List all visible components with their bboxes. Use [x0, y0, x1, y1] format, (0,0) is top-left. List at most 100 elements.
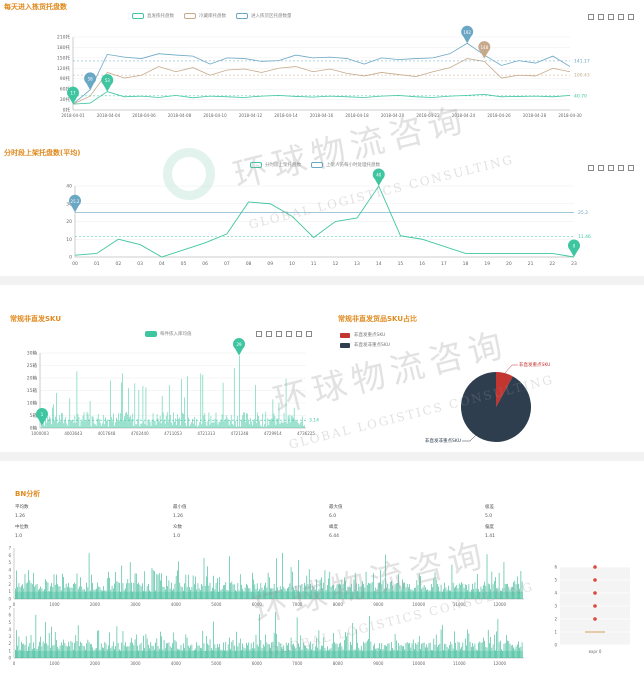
- bar: [91, 644, 92, 658]
- bar: [386, 646, 387, 658]
- bar: [78, 417, 80, 428]
- legend-item[interactable]: 分时段上架托盘数: [250, 162, 301, 168]
- bar: [53, 574, 55, 599]
- bar: [509, 643, 511, 658]
- bar: [112, 421, 113, 428]
- data-view-icon[interactable]: [276, 331, 282, 337]
- bar: [262, 589, 264, 599]
- x-tick-label: 07: [224, 261, 230, 267]
- x-tick-label: 1000: [49, 602, 60, 607]
- bar: [82, 645, 84, 658]
- bar: [360, 645, 362, 658]
- bar: [400, 589, 402, 599]
- x-tick-label: 12000: [493, 602, 506, 607]
- reset-icon[interactable]: [266, 331, 272, 337]
- bar-chart-icon[interactable]: [618, 165, 624, 171]
- bar: [189, 587, 190, 599]
- bar: [406, 583, 408, 599]
- x-tick-label: 8000: [333, 661, 344, 666]
- data-view-icon[interactable]: [608, 14, 614, 20]
- stat-label: 峰度: [329, 525, 338, 530]
- legend-item[interactable]: 进入拣货区托盘数量: [236, 13, 292, 19]
- bar: [265, 634, 266, 658]
- bar: [190, 424, 191, 428]
- bar: [202, 374, 204, 428]
- bar: [57, 584, 58, 599]
- download-icon[interactable]: [628, 165, 634, 171]
- reset-icon[interactable]: [598, 14, 604, 20]
- bar: [18, 636, 20, 658]
- bar: [169, 646, 171, 658]
- bar: [138, 582, 139, 599]
- bar: [98, 630, 100, 658]
- bar: [91, 416, 93, 428]
- bar: [181, 379, 182, 428]
- bar: [336, 643, 338, 658]
- zoom-icon[interactable]: [588, 14, 594, 20]
- bar: [143, 590, 144, 599]
- bar: [134, 573, 136, 599]
- legend-item[interactable]: 冷藏库托盘数: [184, 13, 226, 19]
- y-tick-label: 20箱: [27, 375, 38, 382]
- bar: [214, 418, 216, 428]
- bar: [135, 573, 137, 599]
- daily-pallets-panel: 每天进入拣货托盘数 直发拣托盘数 冷藏库托盘数 进入拣货区托盘数量 210托 18…: [0, 0, 644, 128]
- bar: [151, 419, 153, 428]
- bar: [370, 641, 372, 658]
- bar: [194, 584, 195, 599]
- y-tick-label: 180托: [57, 44, 71, 51]
- bar: [156, 413, 158, 428]
- legend-item[interactable]: 非直发重点SKU: [340, 332, 390, 338]
- bar: [58, 421, 59, 428]
- y-tick-label: 2: [554, 617, 557, 622]
- stat-label: 极差: [485, 505, 494, 510]
- x-tick-label: 0: [13, 602, 16, 607]
- reset-icon[interactable]: [598, 165, 604, 171]
- bar: [120, 591, 121, 599]
- bar: [520, 646, 522, 658]
- bar: [443, 589, 444, 599]
- data-view-icon[interactable]: [608, 165, 614, 171]
- download-icon[interactable]: [306, 331, 312, 337]
- bar: [301, 416, 303, 428]
- bar: [318, 630, 320, 658]
- bar: [431, 649, 432, 658]
- bar: [334, 590, 335, 599]
- bar: [28, 646, 29, 658]
- zoom-icon[interactable]: [256, 331, 262, 337]
- download-icon[interactable]: [628, 14, 634, 20]
- bar: [454, 587, 455, 599]
- bar: [175, 418, 176, 428]
- bar: [126, 411, 127, 428]
- legend-item[interactable]: 上架人员每小时处理托盘数: [311, 162, 380, 168]
- bar: [492, 644, 494, 658]
- bar: [342, 649, 344, 658]
- bar: [185, 634, 187, 658]
- bar: [244, 587, 246, 599]
- line-chart-icon[interactable]: [286, 331, 292, 337]
- stat-label: 中位数: [15, 525, 29, 530]
- legend-item[interactable]: 直发拣托盘数: [132, 13, 174, 19]
- bar: [218, 421, 220, 428]
- legend-item[interactable]: 非直发非重点SKU: [340, 342, 390, 348]
- x-tick-label: 12: [332, 261, 338, 267]
- bar-chart-icon[interactable]: [618, 14, 624, 20]
- legend-item[interactable]: 每件拣入库均值: [145, 331, 192, 337]
- x-tick-label: 2000: [90, 602, 101, 607]
- bar: [74, 642, 75, 658]
- bar: [414, 649, 415, 658]
- bar: [443, 650, 444, 658]
- bar: [258, 646, 259, 658]
- bar: [174, 640, 176, 658]
- y-tick-label: 40: [66, 184, 72, 190]
- bar: [70, 587, 72, 599]
- bar: [247, 413, 248, 428]
- bar: [275, 424, 277, 428]
- bar-chart-icon[interactable]: [296, 331, 302, 337]
- bar: [246, 413, 247, 428]
- bar: [191, 644, 193, 658]
- bar: [267, 644, 269, 658]
- zoom-icon[interactable]: [588, 165, 594, 171]
- bar: [246, 642, 247, 658]
- bar: [330, 586, 332, 599]
